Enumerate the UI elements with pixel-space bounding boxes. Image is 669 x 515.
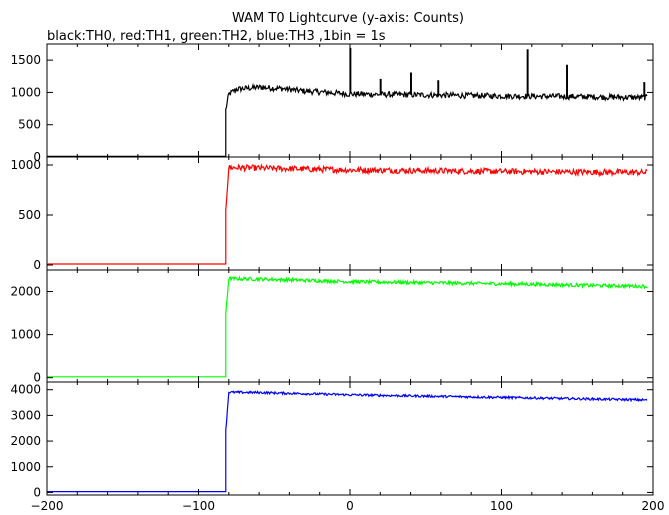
series-line-th3 (47, 390, 648, 493)
panel-th3: 0 1000 2000 3000 4000 (10, 381, 654, 499)
x-tick-label: −100 (182, 499, 215, 513)
y-tick-label: 4000 (10, 383, 41, 397)
y-tick-label: 2000 (10, 285, 41, 299)
series-line-th1 (47, 163, 648, 265)
y-tick-label: 1500 (10, 53, 41, 67)
series-line-th2 (47, 275, 648, 378)
panel-th2: 0 1000 2000 (10, 269, 654, 385)
y-tick-label: 0 (33, 371, 41, 385)
y-tick-label: 2000 (10, 434, 41, 448)
x-tick-label: 200 (642, 499, 665, 513)
y-tick-label: 1000 (10, 85, 41, 99)
x-tick-label: −200 (31, 499, 64, 513)
y-tick-label: 1000 (10, 328, 41, 342)
x-tick-label: 100 (490, 499, 513, 513)
x-tick-label: 0 (346, 499, 354, 513)
chart-subtitle: black:TH0, red:TH1, green:TH2, blue:TH3 … (47, 29, 386, 44)
y-tick-label: 0 (33, 150, 41, 164)
y-tick-label: 0 (33, 258, 41, 272)
y-tick-label: 500 (18, 118, 41, 132)
chart-title: WAM T0 Lightcurve (y-axis: Counts) (232, 11, 464, 26)
x-axis: −200 −100 0 100 200 (31, 499, 665, 513)
y-tick-label: 500 (18, 208, 41, 222)
series-line-th0 (47, 47, 648, 157)
y-tick-label: 1000 (10, 460, 41, 474)
chart-panels: 0500100015000500100001000200001000200030… (10, 43, 654, 499)
y-tick-label: 1000 (10, 158, 41, 172)
y-tick-label: 3000 (10, 408, 41, 422)
y-tick-label: 0 (33, 485, 41, 499)
